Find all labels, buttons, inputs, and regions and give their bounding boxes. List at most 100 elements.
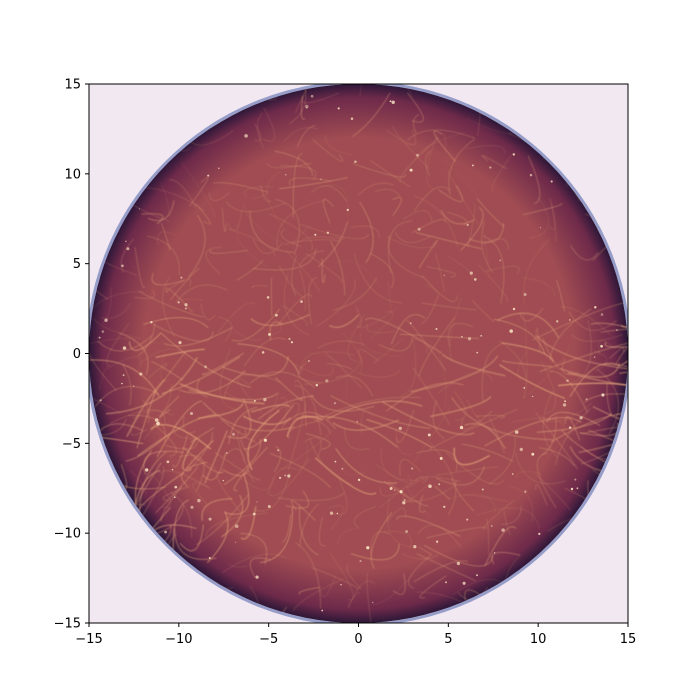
- halo-point: [512, 307, 516, 311]
- filament: [596, 368, 620, 435]
- halo-point: [253, 399, 256, 402]
- halo-point: [310, 94, 314, 98]
- filament: [426, 526, 487, 539]
- filament: [392, 126, 430, 170]
- halo-point: [481, 488, 484, 491]
- filament: [274, 445, 282, 473]
- halo-point: [564, 400, 567, 403]
- halo-point: [469, 271, 473, 275]
- filament: [286, 250, 320, 293]
- halo-point: [267, 505, 271, 508]
- halo-point: [391, 100, 395, 104]
- halo-point: [473, 278, 477, 281]
- filament: [387, 498, 413, 547]
- halo-point: [394, 489, 396, 491]
- halo-point: [350, 117, 354, 120]
- filament: [383, 530, 412, 550]
- y-tick-label: −15: [54, 617, 81, 632]
- filament: [461, 443, 514, 462]
- filament: [418, 546, 433, 555]
- halo-point: [277, 449, 280, 452]
- filament: [436, 466, 485, 486]
- filament: [300, 224, 370, 240]
- filament: [204, 430, 228, 484]
- filament: [318, 516, 326, 547]
- filament: [508, 485, 534, 522]
- filament: [122, 364, 132, 406]
- filament: [279, 165, 317, 181]
- filament: [106, 356, 142, 372]
- filament: [89, 335, 117, 391]
- filament: [383, 480, 429, 507]
- filament: [190, 427, 215, 443]
- filament: [284, 239, 342, 245]
- filament: [236, 473, 275, 491]
- filament: [298, 586, 321, 595]
- halo-point: [402, 501, 406, 505]
- filament: [523, 344, 570, 399]
- filament: [275, 198, 300, 256]
- filament: [89, 270, 109, 300]
- filament: [151, 361, 184, 381]
- filament: [499, 340, 527, 399]
- filament: [269, 453, 331, 488]
- filament: [97, 335, 153, 352]
- halo-point: [499, 259, 502, 262]
- filament: [237, 343, 300, 375]
- filament: [276, 492, 345, 502]
- filament: [415, 449, 458, 472]
- filament: [441, 353, 506, 377]
- filament: [314, 457, 377, 495]
- filament: [207, 511, 229, 563]
- halo-point: [190, 505, 194, 509]
- filament: [106, 323, 130, 367]
- filament: [275, 377, 303, 401]
- halo-point: [471, 164, 474, 167]
- filament: [143, 450, 184, 475]
- filament: [131, 204, 170, 222]
- filament: [243, 408, 263, 417]
- halo-point: [539, 227, 542, 229]
- filament: [164, 278, 192, 293]
- filament: [269, 321, 284, 341]
- filament: [178, 370, 246, 394]
- filament: [379, 337, 413, 352]
- filament: [413, 560, 468, 583]
- filament: [311, 394, 375, 412]
- halo-point: [337, 107, 340, 110]
- halo-point: [154, 418, 159, 422]
- filament: [400, 339, 417, 397]
- filament: [467, 203, 476, 248]
- halo-point: [234, 541, 237, 543]
- filament: [382, 401, 475, 436]
- y-tick-label: 15: [64, 78, 81, 93]
- filament: [453, 447, 490, 466]
- filament: [465, 145, 506, 154]
- filament: [329, 505, 344, 531]
- filament: [234, 330, 262, 341]
- halo-point: [275, 313, 278, 317]
- halo-point: [511, 473, 514, 475]
- filament: [330, 478, 348, 515]
- filament: [395, 231, 431, 243]
- filament: [284, 272, 310, 336]
- filament: [411, 219, 446, 234]
- halo-point: [204, 365, 208, 369]
- filament: [236, 260, 264, 281]
- halo-point: [409, 168, 413, 172]
- filament: [522, 202, 563, 216]
- halo-point: [208, 556, 211, 560]
- filament: [528, 197, 549, 239]
- filament: [348, 591, 360, 609]
- filament: [388, 220, 413, 274]
- filament: [257, 395, 314, 420]
- filament: [189, 176, 209, 207]
- halo-point: [529, 173, 533, 177]
- filament: [481, 342, 504, 402]
- filament: [290, 499, 316, 521]
- filament: [539, 447, 575, 467]
- filament: [539, 338, 628, 373]
- halo-point: [562, 403, 567, 407]
- filament: [359, 201, 374, 263]
- halo-point: [461, 335, 463, 338]
